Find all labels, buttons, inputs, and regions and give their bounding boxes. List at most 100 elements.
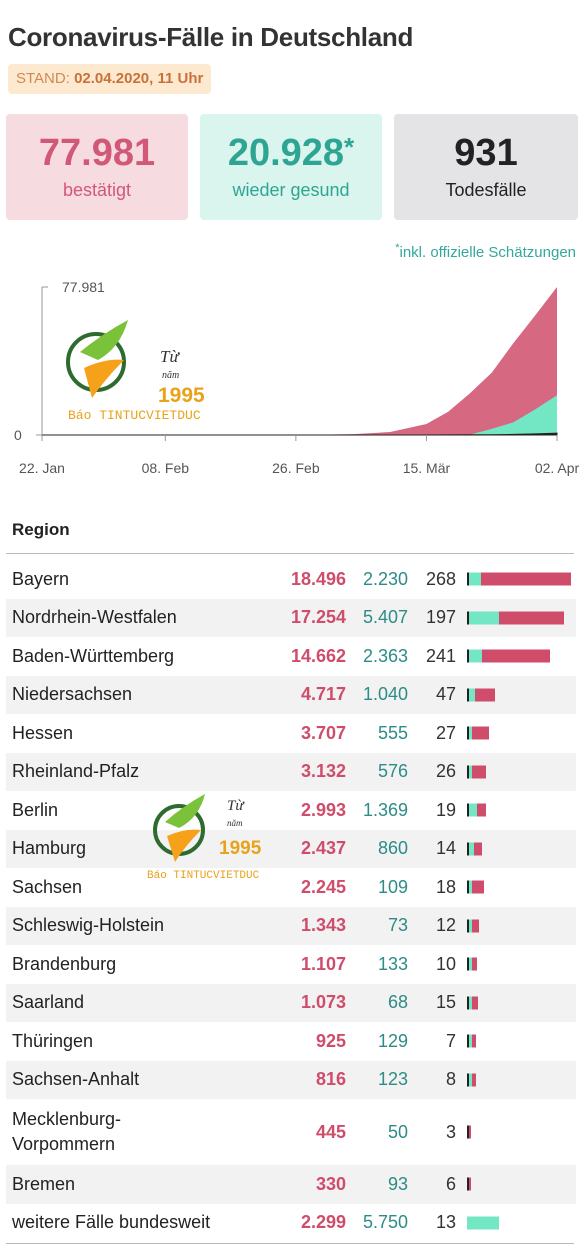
watermark-line1-table: Từ — [227, 798, 245, 814]
confirmed-bar-segment — [472, 996, 478, 1010]
region-bar — [467, 1073, 476, 1087]
deaths-count: 3 — [445, 1121, 456, 1142]
recovered-count: 109 — [377, 876, 408, 897]
watermark-line2: năm — [162, 370, 179, 381]
region-name: Hamburg — [12, 838, 87, 859]
deaths-bar-segment — [467, 996, 469, 1010]
recovered-count: 860 — [377, 838, 408, 859]
deaths-bar-segment — [467, 572, 469, 586]
table-row: Berlin 2.993 1.369 19 — [6, 791, 576, 830]
table-row: Sachsen 2.245 109 18 — [6, 868, 576, 907]
recovered-star: * — [344, 132, 355, 162]
confirmed-count: 330 — [315, 1173, 346, 1194]
region-name: Bremen — [12, 1173, 76, 1194]
recovered-label: wieder gesund — [232, 180, 350, 200]
bottom-divider — [6, 1243, 574, 1244]
y-tick-label: 77.981 — [62, 279, 105, 295]
confirmed-label: bestätigt — [62, 180, 132, 200]
header-divider — [6, 553, 574, 554]
region-name: Rheinland-Pfalz — [12, 761, 140, 782]
deaths-bar-segment — [467, 611, 469, 625]
table-row: Thüringen 925 129 7 — [6, 1022, 576, 1061]
deaths-count: 19 — [435, 799, 456, 820]
confirmed-bar-segment — [469, 1177, 471, 1191]
cases-area-chart: 22. Jan 08. Feb 26. Feb 15. Mär 02. Apr 0 77.9… — [14, 279, 580, 476]
region-bar — [467, 880, 484, 894]
recovered-count: 129 — [377, 1030, 408, 1051]
region-name: Saarland — [12, 992, 85, 1013]
confirmed-bar-segment — [498, 611, 565, 625]
region-name: Schleswig-Holstein — [12, 915, 165, 936]
recovered-count: 5.407 — [362, 607, 408, 628]
deaths-bar-segment — [467, 688, 469, 702]
recovered-bar-segment — [469, 842, 474, 856]
watermark-brand-table: Báo TINTUCVIETDUC — [147, 870, 260, 882]
confirmed-bar-segment — [482, 649, 550, 663]
deaths-bar-segment — [467, 1125, 469, 1139]
deaths-count: 13 — [435, 1212, 456, 1233]
confirmed-bar-segment — [472, 957, 478, 971]
region-bar — [467, 803, 486, 817]
stand-label: STAND: — [16, 70, 70, 87]
table-row: Rheinland-Pfalz 3.132 576 26 — [6, 752, 576, 791]
confirmed-bar-segment — [474, 688, 495, 702]
confirmed-value: 77.981 — [38, 132, 156, 174]
region-name: Hessen — [12, 722, 74, 743]
recovered-area — [42, 395, 557, 435]
table-row: Bayern 18.496 2.230 268 — [6, 560, 576, 599]
region-bar — [467, 1125, 471, 1139]
region-bar — [467, 611, 565, 625]
watermark-line1: Từ — [160, 347, 180, 366]
region-name: Brandenburg — [12, 953, 117, 974]
recovered-bar-segment — [469, 572, 482, 586]
deaths-bar-segment — [467, 880, 469, 894]
region-bar — [467, 842, 483, 856]
x-tick-label: 22. Jan — [19, 460, 65, 476]
table-row: Baden-Württemberg 14.662 2.363 241 — [6, 637, 576, 676]
confirmed-bar-segment — [473, 842, 483, 856]
recovered-bar-segment — [469, 726, 473, 740]
recovered-bar-segment — [469, 919, 472, 933]
table-row: Nordrhein-Westfalen 17.254 5.407 197 — [6, 598, 576, 637]
confirmed-bar-segment — [472, 765, 487, 779]
confirmed-count: 4.717 — [300, 684, 346, 705]
region-table: Bayern 18.496 2.230 268 Nordrhein-Westfalen 1… — [6, 560, 576, 1242]
confirmed-count: 1.107 — [300, 953, 346, 974]
footnote-text: inkl. offizielle Schätzungen — [399, 244, 577, 261]
recovered-count: 50 — [387, 1121, 408, 1142]
region-name: weitere Fälle bundesweit — [12, 1212, 211, 1233]
recovered-count: 5.750 — [362, 1212, 408, 1233]
confirmed-count: 17.254 — [290, 607, 346, 628]
recovered-count: 123 — [377, 1069, 408, 1090]
region-bar — [467, 1177, 471, 1191]
region-bar — [467, 957, 478, 971]
deaths-box: 931 Todesfälle — [394, 114, 578, 220]
deaths-bar-segment — [467, 957, 469, 971]
confirmed-bar-segment — [472, 1073, 476, 1087]
recovered-bar-segment — [469, 1034, 472, 1048]
confirmed-box: 77.981 bestätigt — [6, 114, 188, 220]
confirmed-count: 3.132 — [300, 761, 346, 782]
confirmed-bar-segment — [472, 919, 479, 933]
recovered-bar-segment — [469, 611, 499, 625]
recovered-bar-segment — [469, 996, 472, 1010]
deaths-count: 197 — [425, 607, 456, 628]
region-name-line: Mecklenburg- — [12, 1109, 122, 1129]
footnote-star: * — [395, 242, 400, 254]
deaths-bar-segment — [467, 726, 469, 740]
region-bar — [467, 919, 479, 933]
recovered-count: 93 — [387, 1173, 408, 1194]
table-row: Niedersachsen 4.717 1.040 47 — [6, 675, 576, 714]
recovered-bar-segment — [469, 1073, 472, 1087]
region-name: Thüringen — [12, 1030, 94, 1051]
confirmed-count: 816 — [315, 1069, 346, 1090]
region-name: Niedersachsen — [12, 684, 133, 705]
table-row: Bremen 330 93 6 — [6, 1165, 576, 1204]
region-name: Sachsen-Anhalt — [12, 1069, 140, 1090]
deaths-bar-segment — [467, 1034, 469, 1048]
recovered-count: 555 — [377, 722, 408, 743]
confirmed-count: 14.662 — [290, 645, 346, 666]
region-bar — [467, 996, 478, 1010]
watermark-line2-table: năm — [227, 818, 243, 828]
deaths-count: 10 — [435, 953, 456, 974]
